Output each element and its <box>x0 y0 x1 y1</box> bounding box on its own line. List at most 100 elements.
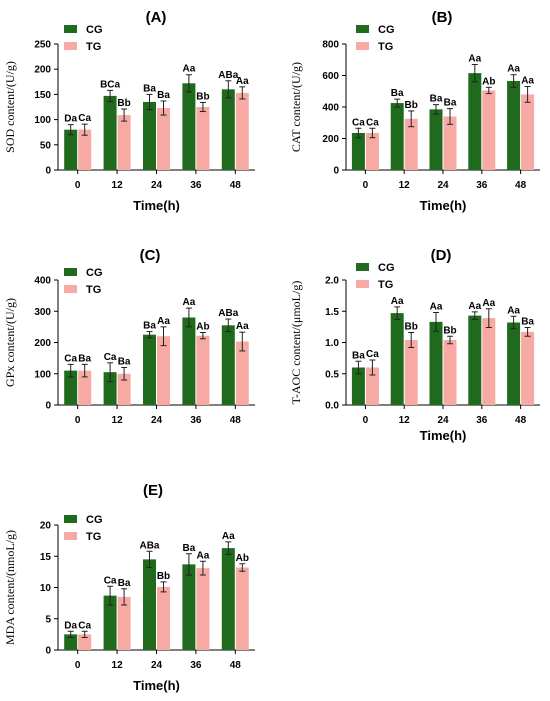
bar-cg-48 <box>507 322 521 405</box>
bar-tg-48 <box>521 94 535 170</box>
x-tick-label: 36 <box>190 180 202 191</box>
bar-tg-36 <box>482 90 496 170</box>
y-tick-label: 200 <box>34 338 51 349</box>
x-tick-label: 12 <box>112 180 124 191</box>
x-tick-label: 36 <box>476 415 488 426</box>
legend-swatch-tg <box>64 42 77 50</box>
legend-swatch-tg <box>356 280 369 288</box>
y-tick-label: 0 <box>45 401 51 412</box>
bar-cg-0 <box>351 367 365 405</box>
panel-title: (A) <box>146 9 167 26</box>
y-tick-label: 50 <box>40 140 52 151</box>
legend-label: TG <box>86 284 101 296</box>
x-tick-label: 0 <box>363 180 369 191</box>
legend-swatch-tg <box>64 532 77 540</box>
significance-label: Ca <box>78 620 91 631</box>
x-tick-label: 24 <box>151 415 163 426</box>
x-tick-label: 0 <box>75 415 81 426</box>
panel-title: (C) <box>140 247 161 264</box>
bar-tg-36 <box>196 107 210 170</box>
bar-cg-24 <box>143 101 156 170</box>
x-axis-label: Time(h) <box>420 428 467 443</box>
y-axis-label: T-AOC content/(μmoL/g) <box>289 281 303 405</box>
y-tick-label: 0.5 <box>325 369 339 380</box>
significance-label: ABa <box>218 70 238 81</box>
y-axis-label: GPx content/(U/g) <box>3 298 17 387</box>
bar-cg-0 <box>64 129 78 170</box>
y-tick-label: 0 <box>45 646 51 657</box>
bar-tg-0 <box>78 634 92 650</box>
significance-label: Bb <box>196 91 209 102</box>
bar-tg-24 <box>443 340 457 405</box>
legend-label: TG <box>86 531 101 543</box>
bar-cg-24 <box>429 321 443 405</box>
significance-label: Aa <box>183 297 196 308</box>
significance-label: Ab <box>236 553 249 564</box>
y-tick-label: 10 <box>40 583 52 594</box>
bar-tg-36 <box>196 335 210 405</box>
significance-label: Ba <box>444 98 457 109</box>
bar-tg-0 <box>365 132 379 170</box>
legend-label: CG <box>86 514 103 526</box>
x-tick-label: 48 <box>230 180 242 191</box>
y-tick-label: 100 <box>34 115 51 126</box>
x-tick-label: 36 <box>190 415 202 426</box>
bar-cg-36 <box>468 315 482 405</box>
x-tick-label: 0 <box>75 660 81 671</box>
bar-tg-48 <box>235 567 249 650</box>
significance-label: Aa <box>197 550 210 561</box>
significance-label: Aa <box>468 53 481 64</box>
legend-label: CG <box>86 267 103 279</box>
bar-cg-24 <box>429 109 443 170</box>
x-tick-label: 12 <box>399 180 411 191</box>
bar-cg-0 <box>64 370 78 405</box>
x-tick-label: 12 <box>399 415 411 426</box>
y-tick-label: 1.5 <box>325 307 339 318</box>
x-tick-label: 0 <box>75 180 81 191</box>
x-tick-label: 24 <box>151 180 163 191</box>
bar-cg-36 <box>468 73 482 170</box>
significance-label: ABa <box>218 308 238 319</box>
significance-label: Ca <box>104 575 117 586</box>
bar-cg-12 <box>103 372 117 405</box>
panel-title: (D) <box>431 247 452 264</box>
bar-cg-0 <box>351 132 365 170</box>
y-tick-label: 20 <box>40 521 52 532</box>
x-tick-label: 48 <box>230 415 242 426</box>
significance-label: Ba <box>521 317 534 328</box>
legend-label: TG <box>86 41 101 53</box>
legend-swatch-tg <box>64 285 77 293</box>
y-tick-label: 200 <box>34 65 51 76</box>
significance-label: ABa <box>139 540 159 551</box>
bar-tg-36 <box>482 318 496 405</box>
bar-tg-48 <box>235 92 249 170</box>
significance-label: Ba <box>118 357 131 368</box>
significance-label: Ca <box>78 113 91 124</box>
significance-label: Aa <box>391 296 404 307</box>
significance-label: Aa <box>236 76 249 87</box>
x-tick-label: 12 <box>112 660 124 671</box>
y-axis-label: MDA content/(nmoL/g) <box>3 530 17 645</box>
panel-title: (E) <box>143 482 163 499</box>
panel-title: (B) <box>432 9 453 26</box>
significance-label: Ca <box>366 349 379 360</box>
bar-tg-36 <box>196 568 210 650</box>
significance-label: Bb <box>157 571 170 582</box>
y-axis-label: SOD content/(U/g) <box>3 61 17 153</box>
significance-label: Aa <box>236 321 249 332</box>
bar-cg-48 <box>221 548 235 650</box>
significance-label: Da <box>64 620 77 631</box>
y-tick-label: 150 <box>34 90 51 101</box>
bar-cg-36 <box>182 317 196 405</box>
significance-label: Ca <box>366 117 379 128</box>
bar-cg-12 <box>103 95 117 170</box>
y-tick-label: 5 <box>45 614 51 625</box>
x-tick-label: 48 <box>515 415 527 426</box>
bar-cg-12 <box>103 595 117 650</box>
y-tick-label: 600 <box>322 71 339 82</box>
bar-tg-24 <box>157 108 170 170</box>
significance-label: Aa <box>507 305 520 316</box>
significance-label: Bb <box>117 98 130 109</box>
